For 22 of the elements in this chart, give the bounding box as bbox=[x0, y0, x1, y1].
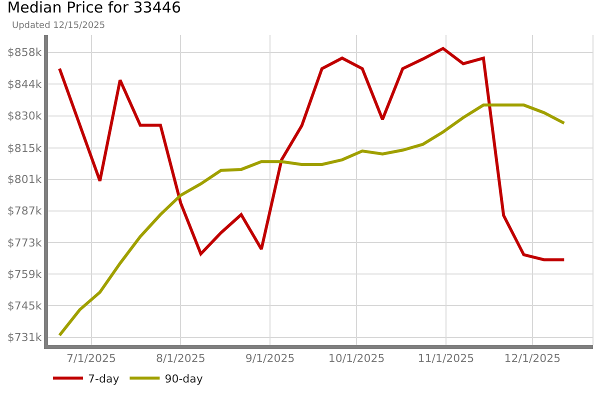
legend-label: 90-day bbox=[164, 372, 204, 386]
y-tick-label: $731k bbox=[7, 331, 42, 344]
y-tick-label: $858k bbox=[7, 46, 42, 60]
x-tick-label: 11/1/2025 bbox=[418, 352, 474, 366]
chart-subtitle: Updated 12/15/2025 bbox=[12, 21, 106, 31]
x-tick-label: 12/1/2025 bbox=[504, 352, 561, 366]
line-series bbox=[58, 46, 566, 262]
x-tick-label: 8/1/2025 bbox=[156, 352, 206, 366]
y-tick-label: $801k bbox=[7, 173, 42, 186]
y-tick-label: $759k bbox=[7, 268, 42, 281]
y-tick-label: $787k bbox=[7, 204, 42, 218]
y-tick-label: $844k bbox=[7, 78, 42, 92]
x-tick-label: 7/1/2025 bbox=[66, 352, 116, 366]
line-series bbox=[58, 104, 566, 337]
y-tick-label: $773k bbox=[7, 236, 42, 250]
x-tick-label: 10/1/2025 bbox=[328, 352, 385, 366]
y-tick-label: $815k bbox=[7, 142, 42, 155]
x-tick-label: 9/1/2025 bbox=[245, 352, 295, 366]
y-tick-label: $830k bbox=[7, 110, 42, 123]
chart-title: Median Price for 33446 bbox=[7, 0, 181, 16]
y-tick-label: $745k bbox=[7, 300, 42, 313]
legend-label: 7-day bbox=[88, 372, 120, 386]
